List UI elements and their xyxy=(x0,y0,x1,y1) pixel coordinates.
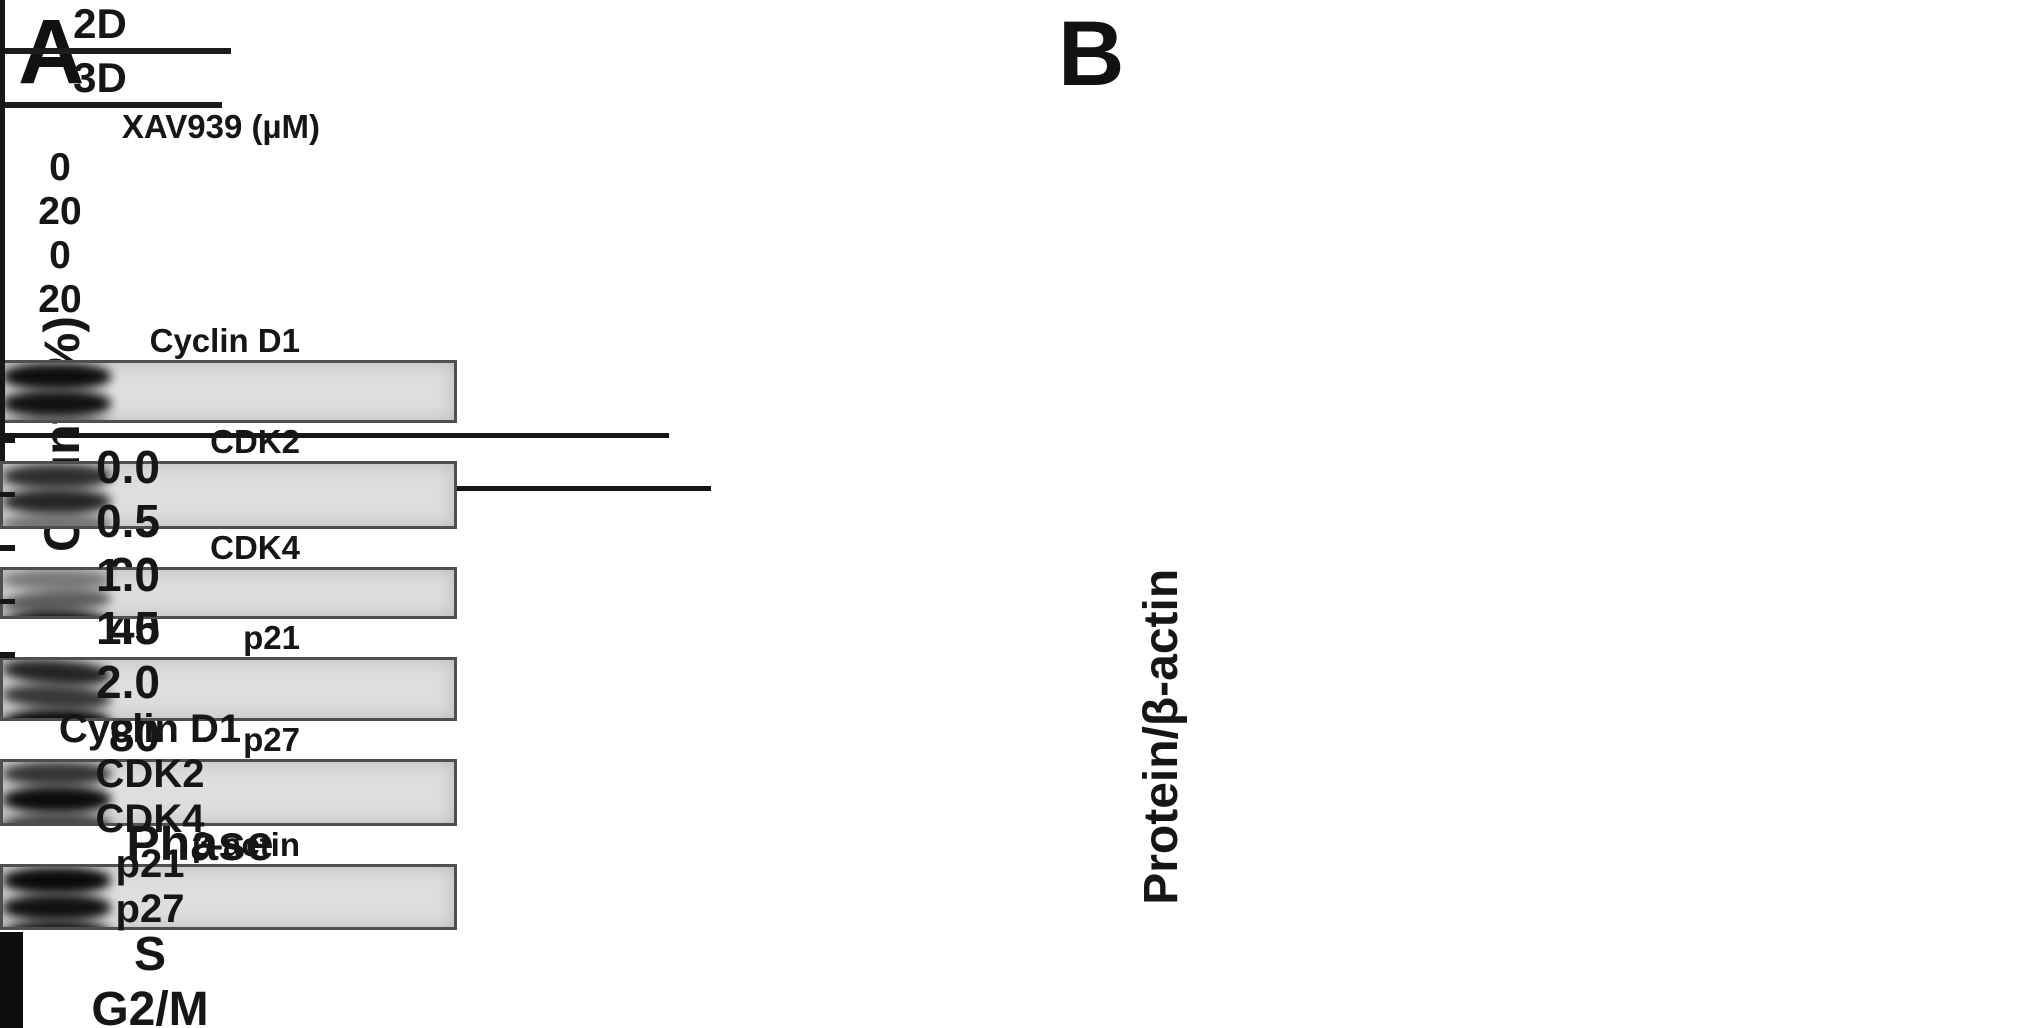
blot-box xyxy=(0,657,457,721)
blot-band xyxy=(3,894,111,922)
blot-band xyxy=(3,611,111,616)
y-axis-label: Protein/β-actin xyxy=(1135,569,1189,906)
y-tick xyxy=(0,491,15,497)
blot-protein-label: Cyclin D1 xyxy=(149,322,300,359)
y-tick xyxy=(0,438,15,443)
y-tick-label: 2.0 xyxy=(96,656,160,709)
y-tick xyxy=(0,653,15,659)
western-blot-panel: 2D 3D XAV939 (µM) 0 20 0 20 Cyclin D1 CDK2 CDK4 p2… xyxy=(0,0,457,930)
category-label: Cyclin D1 xyxy=(58,706,242,751)
blot-group-header: 2D xyxy=(73,0,127,47)
y-tick-label: 0.0 xyxy=(96,441,160,493)
blot-protein-label: CDK4 xyxy=(210,529,300,566)
y-tick xyxy=(0,545,15,551)
blot-protein-label: CDK2 xyxy=(210,423,300,460)
blot-group-underline xyxy=(0,48,231,54)
blot-lane-label: 20 xyxy=(38,190,82,233)
blot-band xyxy=(3,709,111,718)
blot-box xyxy=(0,864,457,930)
blot-group-header: 3D xyxy=(73,54,127,101)
y-axis-line xyxy=(0,0,5,433)
x-axis-line xyxy=(0,433,669,438)
blot-protein-label: p21 xyxy=(243,619,300,656)
blot-band xyxy=(3,363,111,390)
blot-band xyxy=(3,570,111,590)
blot-band xyxy=(3,921,111,927)
blot-band xyxy=(3,464,111,489)
category-label: p27 xyxy=(115,886,185,931)
blot-box xyxy=(0,461,457,529)
blot-protein-label: β-actin xyxy=(191,826,300,863)
panel-b-label: B xyxy=(1058,3,1125,105)
y-tick-label: 0.5 xyxy=(96,494,160,547)
blot-box xyxy=(0,360,457,423)
blot-band xyxy=(3,488,111,515)
blot-band xyxy=(3,867,111,895)
category-label: S xyxy=(133,927,166,981)
blot-band xyxy=(3,514,111,526)
y-tick xyxy=(0,599,15,605)
category-label: p21 xyxy=(115,841,185,886)
blot-box xyxy=(0,759,457,826)
y-tick-label: 1.5 xyxy=(96,602,160,655)
y-tick-label: 1.0 xyxy=(96,548,160,601)
blot-band xyxy=(3,813,111,823)
category-label: G2/M xyxy=(91,982,209,1028)
blot-band xyxy=(3,389,111,417)
blot-group-underline xyxy=(0,102,222,108)
category-label: CDK2 xyxy=(95,751,205,796)
blot-lane-label: 20 xyxy=(38,278,82,321)
category-label: CDK4 xyxy=(95,796,205,841)
blot-box xyxy=(0,567,457,619)
blot-dose-label: XAV939 (µM) xyxy=(121,108,320,145)
blot-lane-label: 0 xyxy=(49,234,71,277)
blot-band xyxy=(3,786,111,814)
blot-lane-label: 0 xyxy=(49,146,71,189)
bar xyxy=(0,931,23,1028)
blot-band xyxy=(3,416,111,420)
protein-bar-chart: 0.0 0.5 1.0 1.5 2.0 Protein/β-actin Cyclin D1 C… xyxy=(0,0,1188,1028)
blot-band xyxy=(3,762,111,787)
blot-protein-label: p27 xyxy=(243,721,300,758)
